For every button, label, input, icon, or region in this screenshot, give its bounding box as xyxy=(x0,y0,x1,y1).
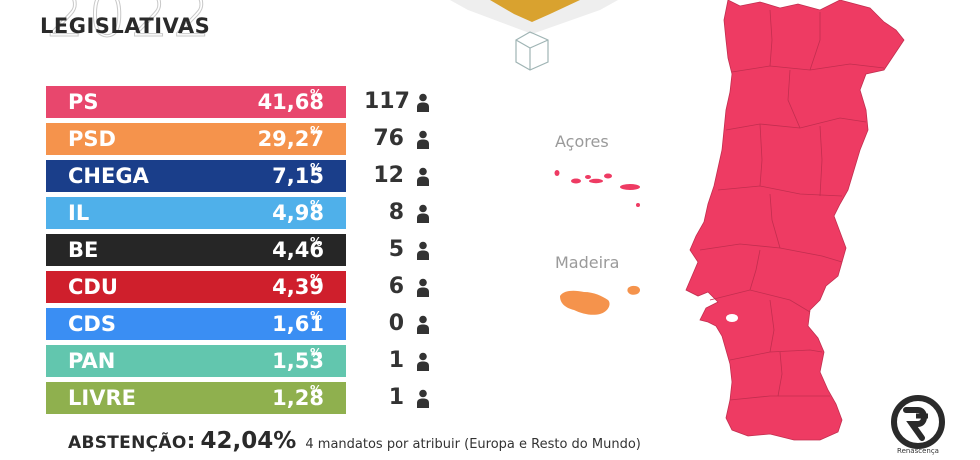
party-percent: 1,53 xyxy=(272,349,324,373)
party-seats: 117 xyxy=(364,89,410,114)
person-icon xyxy=(417,93,429,112)
party-seats: 1 xyxy=(388,348,404,373)
person-icon xyxy=(417,389,429,408)
unassigned-seats-note: 4 mandatos por atribuir (Europa e Resto … xyxy=(305,437,641,452)
logo-title: LEGISLATIVAS xyxy=(40,14,211,38)
party-name: CDU xyxy=(68,275,118,299)
abstention-label: ABSTENÇÃO xyxy=(68,433,187,453)
abstention-colon: : xyxy=(186,429,196,454)
person-icon xyxy=(417,278,429,297)
party-name: LIVRE xyxy=(68,386,136,410)
percent-sign: % xyxy=(309,198,322,212)
party-name: PSD xyxy=(68,127,116,151)
party-seats: 5 xyxy=(388,237,404,262)
party-name: PAN xyxy=(68,349,116,373)
madeira-map xyxy=(560,285,640,315)
party-percent: 4,46 xyxy=(272,238,324,262)
person-icon xyxy=(417,204,429,223)
person-icon xyxy=(417,130,429,149)
person-icon xyxy=(417,241,429,260)
party-seats: 6 xyxy=(388,274,404,299)
party-seats: 76 xyxy=(373,126,404,151)
party-percent: 41,68 xyxy=(257,90,324,114)
party-name: IL xyxy=(68,201,90,225)
party-bar: PAN 1,53% xyxy=(46,345,346,377)
party-bar: LIVRE 1,28% xyxy=(46,382,346,414)
logo-year: 2022 xyxy=(46,0,215,51)
percent-sign: % xyxy=(309,87,322,101)
party-percent: 1,28 xyxy=(272,386,324,410)
party-percent: 4,98 xyxy=(272,201,324,225)
abstention-value: 42,04% xyxy=(200,428,297,454)
percent-sign: % xyxy=(309,272,322,286)
party-bar: PSD 29,27% xyxy=(46,123,346,155)
party-bar: BE 4,46% xyxy=(46,234,346,266)
percent-sign: % xyxy=(309,124,322,138)
percent-sign: % xyxy=(309,309,322,323)
party-percent: 4,39 xyxy=(272,275,324,299)
azores-label: Açores xyxy=(555,132,609,151)
party-name: PS xyxy=(68,90,99,114)
renascenca-logo xyxy=(891,395,945,449)
percent-sign: % xyxy=(309,235,322,249)
party-name: BE xyxy=(68,238,99,262)
party-bar: PS 41,68% xyxy=(46,86,346,118)
percent-sign: % xyxy=(309,161,322,175)
brand-name: Renascença xyxy=(897,447,939,455)
percent-sign: % xyxy=(309,383,322,397)
party-percent: 1,61 xyxy=(272,312,324,336)
party-seats: 12 xyxy=(373,163,404,188)
party-seats: 1 xyxy=(388,385,404,410)
ballot-icon xyxy=(450,0,618,71)
party-seats: 0 xyxy=(388,311,404,336)
person-icon xyxy=(417,315,429,334)
party-name: CDS xyxy=(68,312,116,336)
party-name: CHEGA xyxy=(68,164,149,188)
person-icon xyxy=(417,352,429,371)
percent-sign: % xyxy=(309,346,322,360)
party-percent: 7,15 xyxy=(272,164,324,188)
portugal-map xyxy=(685,0,905,441)
party-bar: CDS 1,61% xyxy=(46,308,346,340)
party-bar: CDU 4,39% xyxy=(46,271,346,303)
azores-map xyxy=(554,170,640,207)
person-icon xyxy=(417,167,429,186)
election-logo: 2022 LEGISLATIVAS xyxy=(40,0,211,62)
madeira-label: Madeira xyxy=(555,253,620,272)
party-percent: 29,27 xyxy=(257,127,324,151)
party-seats: 8 xyxy=(388,200,404,225)
party-bar: CHEGA 7,15% xyxy=(46,160,346,192)
abstention-line: ABSTENÇÃO: 42,04% 4 mandatos por atribui… xyxy=(68,428,641,454)
party-bar: IL 4,98% xyxy=(46,197,346,229)
